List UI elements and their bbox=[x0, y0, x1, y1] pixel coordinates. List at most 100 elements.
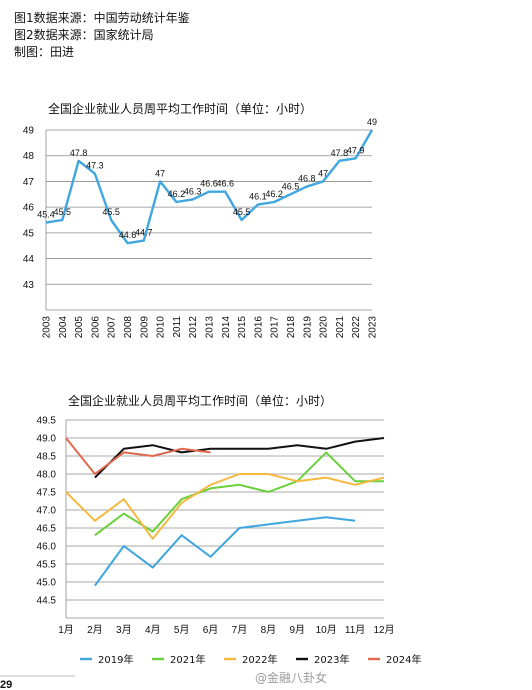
chart1-data-label: 47 bbox=[318, 168, 328, 178]
source-note-2: 图2数据来源：国家统计局 bbox=[14, 28, 154, 42]
chart2-x-tick: 10月 bbox=[316, 624, 337, 636]
chart1-y-tick: 45 bbox=[23, 228, 35, 239]
chart1-data-label: 45.5 bbox=[54, 207, 72, 217]
chart2-y-tick: 48.0 bbox=[37, 470, 57, 481]
chart2-x-tick: 11月 bbox=[345, 624, 365, 636]
chart2-y-tick: 47.5 bbox=[37, 488, 57, 499]
chart1-line bbox=[45, 129, 374, 245]
watermark: @金融八卦女 bbox=[255, 670, 327, 685]
chart1-y-tick: 43 bbox=[23, 280, 35, 291]
chart2-y-tick-labels: 44.5 45.0 45.5 46.0 46.5 47.0 47.5 48.0 48.5 49.0… bbox=[37, 416, 57, 607]
chart1-x-tick: 2013 bbox=[205, 316, 216, 339]
chart1-data-label: 46.6 bbox=[217, 179, 235, 189]
chart1-data-label: 47.8 bbox=[331, 148, 349, 158]
chart1-x-tick: 2015 bbox=[237, 316, 248, 339]
chart1-x-tick: 2005 bbox=[74, 316, 85, 339]
chart1-x-tick: 2022 bbox=[351, 316, 362, 339]
chart1-x-tick: 2012 bbox=[188, 316, 199, 339]
chart2-y-tick: 45.0 bbox=[37, 578, 57, 589]
chart2-series-line-2019年 bbox=[94, 516, 356, 587]
chart1-x-tick: 2009 bbox=[139, 316, 150, 339]
chart1-data-label: 49 bbox=[367, 117, 377, 127]
chart1-x-tick-labels: 2003 2004 2005 2006 2007 2008 2009 2010 2011 2012… bbox=[42, 316, 379, 339]
chart1-x-tick: 2008 bbox=[123, 316, 134, 339]
chart1-x-tick: 2021 bbox=[335, 316, 346, 339]
chart1-data-label: 45.4 bbox=[37, 210, 55, 220]
chart-annual-hours: 全国企业就业人员周平均工作时间（单位：小时） 43 44 45 46 47 48 49 20… bbox=[23, 101, 379, 339]
chart1-data-label: 46.8 bbox=[298, 174, 316, 184]
chart2-x-tick: 2月 bbox=[87, 624, 103, 636]
chart1-x-tick: 2017 bbox=[270, 316, 281, 339]
author-note: 制图：田进 bbox=[14, 45, 75, 59]
chart1-x-tick: 2018 bbox=[286, 316, 297, 339]
chart2-y-tick: 47.0 bbox=[37, 506, 57, 517]
chart1-data-label: 46.3 bbox=[184, 186, 202, 196]
chart1-x-tick: 2011 bbox=[172, 316, 183, 338]
chart1-data-label: 44.7 bbox=[135, 228, 153, 238]
chart1-data-label: 47.3 bbox=[86, 161, 104, 171]
chart2-legend-label: 2021年 bbox=[170, 653, 205, 666]
chart2-legend: 2019年 2021年 2022年 2023年 2024年 bbox=[80, 653, 421, 666]
chart2-gridlines bbox=[65, 419, 384, 619]
page-fragment: 29 bbox=[0, 679, 12, 690]
chart1-data-label: 46.6 bbox=[200, 179, 218, 189]
chart1-data-label: 46.5 bbox=[282, 181, 300, 191]
chart1-data-labels: 45.445.547.847.345.544.644.74746.246.346… bbox=[37, 117, 377, 240]
chart2-series-line-2022年 bbox=[65, 473, 385, 540]
chart1-title: 全国企业就业人员周平均工作时间（单位：小时） bbox=[48, 101, 312, 116]
chart2-x-tick: 5月 bbox=[174, 624, 190, 636]
source-notes: 图1数据来源：中国劳动统计年鉴 图2数据来源：国家统计局 制图：田进 bbox=[14, 10, 190, 61]
chart2-x-tick: 8月 bbox=[261, 624, 277, 636]
chart1-data-label: 47 bbox=[155, 168, 165, 178]
chart1-x-tick: 2004 bbox=[58, 316, 69, 339]
chart1-x-tick: 2014 bbox=[221, 316, 232, 339]
chart2-title: 全国企业就业人员周平均工作时间（单位：小时） bbox=[68, 393, 332, 408]
chart2-series-line-2023年 bbox=[94, 437, 385, 479]
chart2-x-tick: 12月 bbox=[373, 624, 394, 636]
chart1-data-label: 46.2 bbox=[265, 189, 283, 199]
chart1-series-line bbox=[45, 129, 374, 245]
chart2-y-tick: 45.5 bbox=[37, 560, 57, 571]
chart1-data-label: 47.9 bbox=[347, 145, 365, 155]
chart2-x-tick: 1月 bbox=[58, 624, 74, 636]
chart2-x-tick: 6月 bbox=[203, 624, 219, 636]
chart1-data-label: 44.6 bbox=[119, 230, 137, 240]
chart2-y-tick: 49.5 bbox=[37, 416, 57, 427]
chart1-data-label: 45.5 bbox=[102, 207, 120, 217]
chart1-data-label: 47.8 bbox=[70, 148, 88, 158]
chart2-series-line-2024年 bbox=[65, 437, 211, 475]
chart1-y-tick: 46 bbox=[23, 203, 35, 214]
chart1-y-tick: 48 bbox=[23, 151, 35, 162]
chart2-y-tick: 46.5 bbox=[37, 524, 57, 535]
chart2-x-tick: 3月 bbox=[116, 624, 132, 636]
chart2-x-tick: 7月 bbox=[232, 624, 248, 636]
chart1-y-tick: 49 bbox=[23, 126, 35, 137]
chart2-legend-label: 2022年 bbox=[242, 653, 277, 666]
source-note-1: 图1数据来源：中国劳动统计年鉴 bbox=[14, 11, 190, 25]
chart2-y-tick: 49.0 bbox=[37, 434, 57, 445]
chart1-x-tick: 2023 bbox=[368, 316, 379, 339]
chart1-x-tick: 2020 bbox=[319, 316, 330, 339]
chart1-data-label: 46.2 bbox=[168, 189, 186, 199]
chart2-legend-label: 2024年 bbox=[386, 653, 421, 666]
chart1-gridlines bbox=[45, 129, 372, 311]
chart2-y-tick: 48.5 bbox=[37, 452, 57, 463]
chart2-series-line-2021年 bbox=[94, 451, 384, 537]
chart1-x-tick: 2003 bbox=[42, 316, 53, 339]
chart1-x-tick: 2016 bbox=[253, 316, 264, 339]
chart1-data-label: 45.5 bbox=[233, 207, 251, 217]
chart2-series-lines bbox=[65, 437, 385, 587]
chart2-x-tick: 4月 bbox=[145, 624, 161, 636]
chart2-x-tick: 9月 bbox=[289, 624, 305, 636]
chart1-x-tick: 2007 bbox=[107, 316, 118, 339]
chart1-y-tick: 44 bbox=[23, 254, 35, 265]
chart1-y-tick: 47 bbox=[23, 177, 35, 188]
chart2-legend-label: 2019年 bbox=[98, 653, 133, 666]
chart1-x-tick: 2019 bbox=[302, 316, 313, 339]
chart2-x-tick-labels: 1月 2月 3月 4月 5月 6月 7月 8月 9月 10月 11月 12月 bbox=[58, 624, 394, 636]
chart2-y-tick: 46.0 bbox=[37, 542, 57, 553]
chart1-x-tick: 2006 bbox=[90, 316, 101, 339]
chart2-legend-label: 2023年 bbox=[314, 653, 349, 666]
chart1-data-label: 46.1 bbox=[249, 192, 267, 202]
